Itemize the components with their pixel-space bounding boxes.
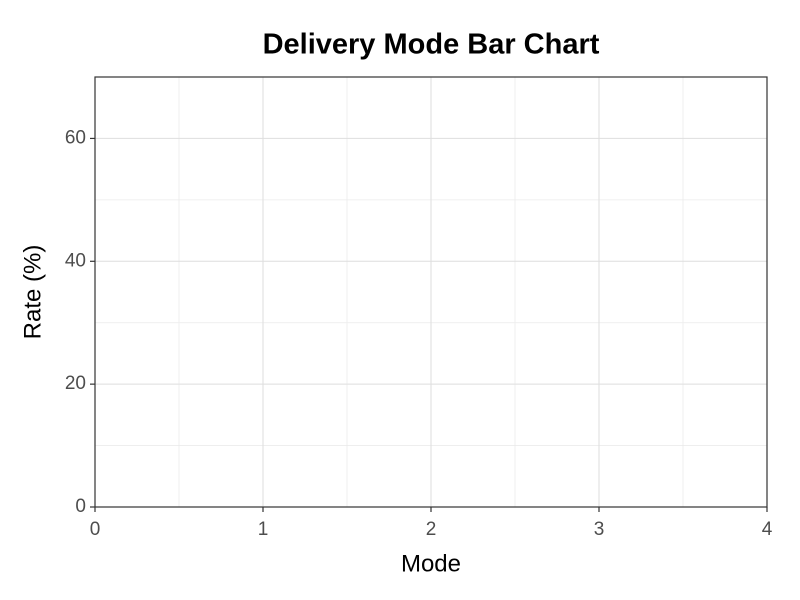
chart-title: Delivery Mode Bar Chart [263,29,600,61]
y-tick-label: 60 [65,127,86,148]
x-tick-label: 1 [258,519,269,540]
x-tick-label: 3 [594,519,605,540]
y-tick-label: 40 [65,250,86,271]
panel-border [94,76,768,508]
y-tick-label: 0 [75,496,86,517]
x-tick-label: 4 [762,519,773,540]
y-tick-label: 20 [65,373,86,394]
y-axis-title: Rate (%) [19,245,46,340]
x-tick-label: 0 [90,519,101,540]
x-axis-title: Mode [401,550,461,577]
x-tick-label: 2 [426,519,437,540]
